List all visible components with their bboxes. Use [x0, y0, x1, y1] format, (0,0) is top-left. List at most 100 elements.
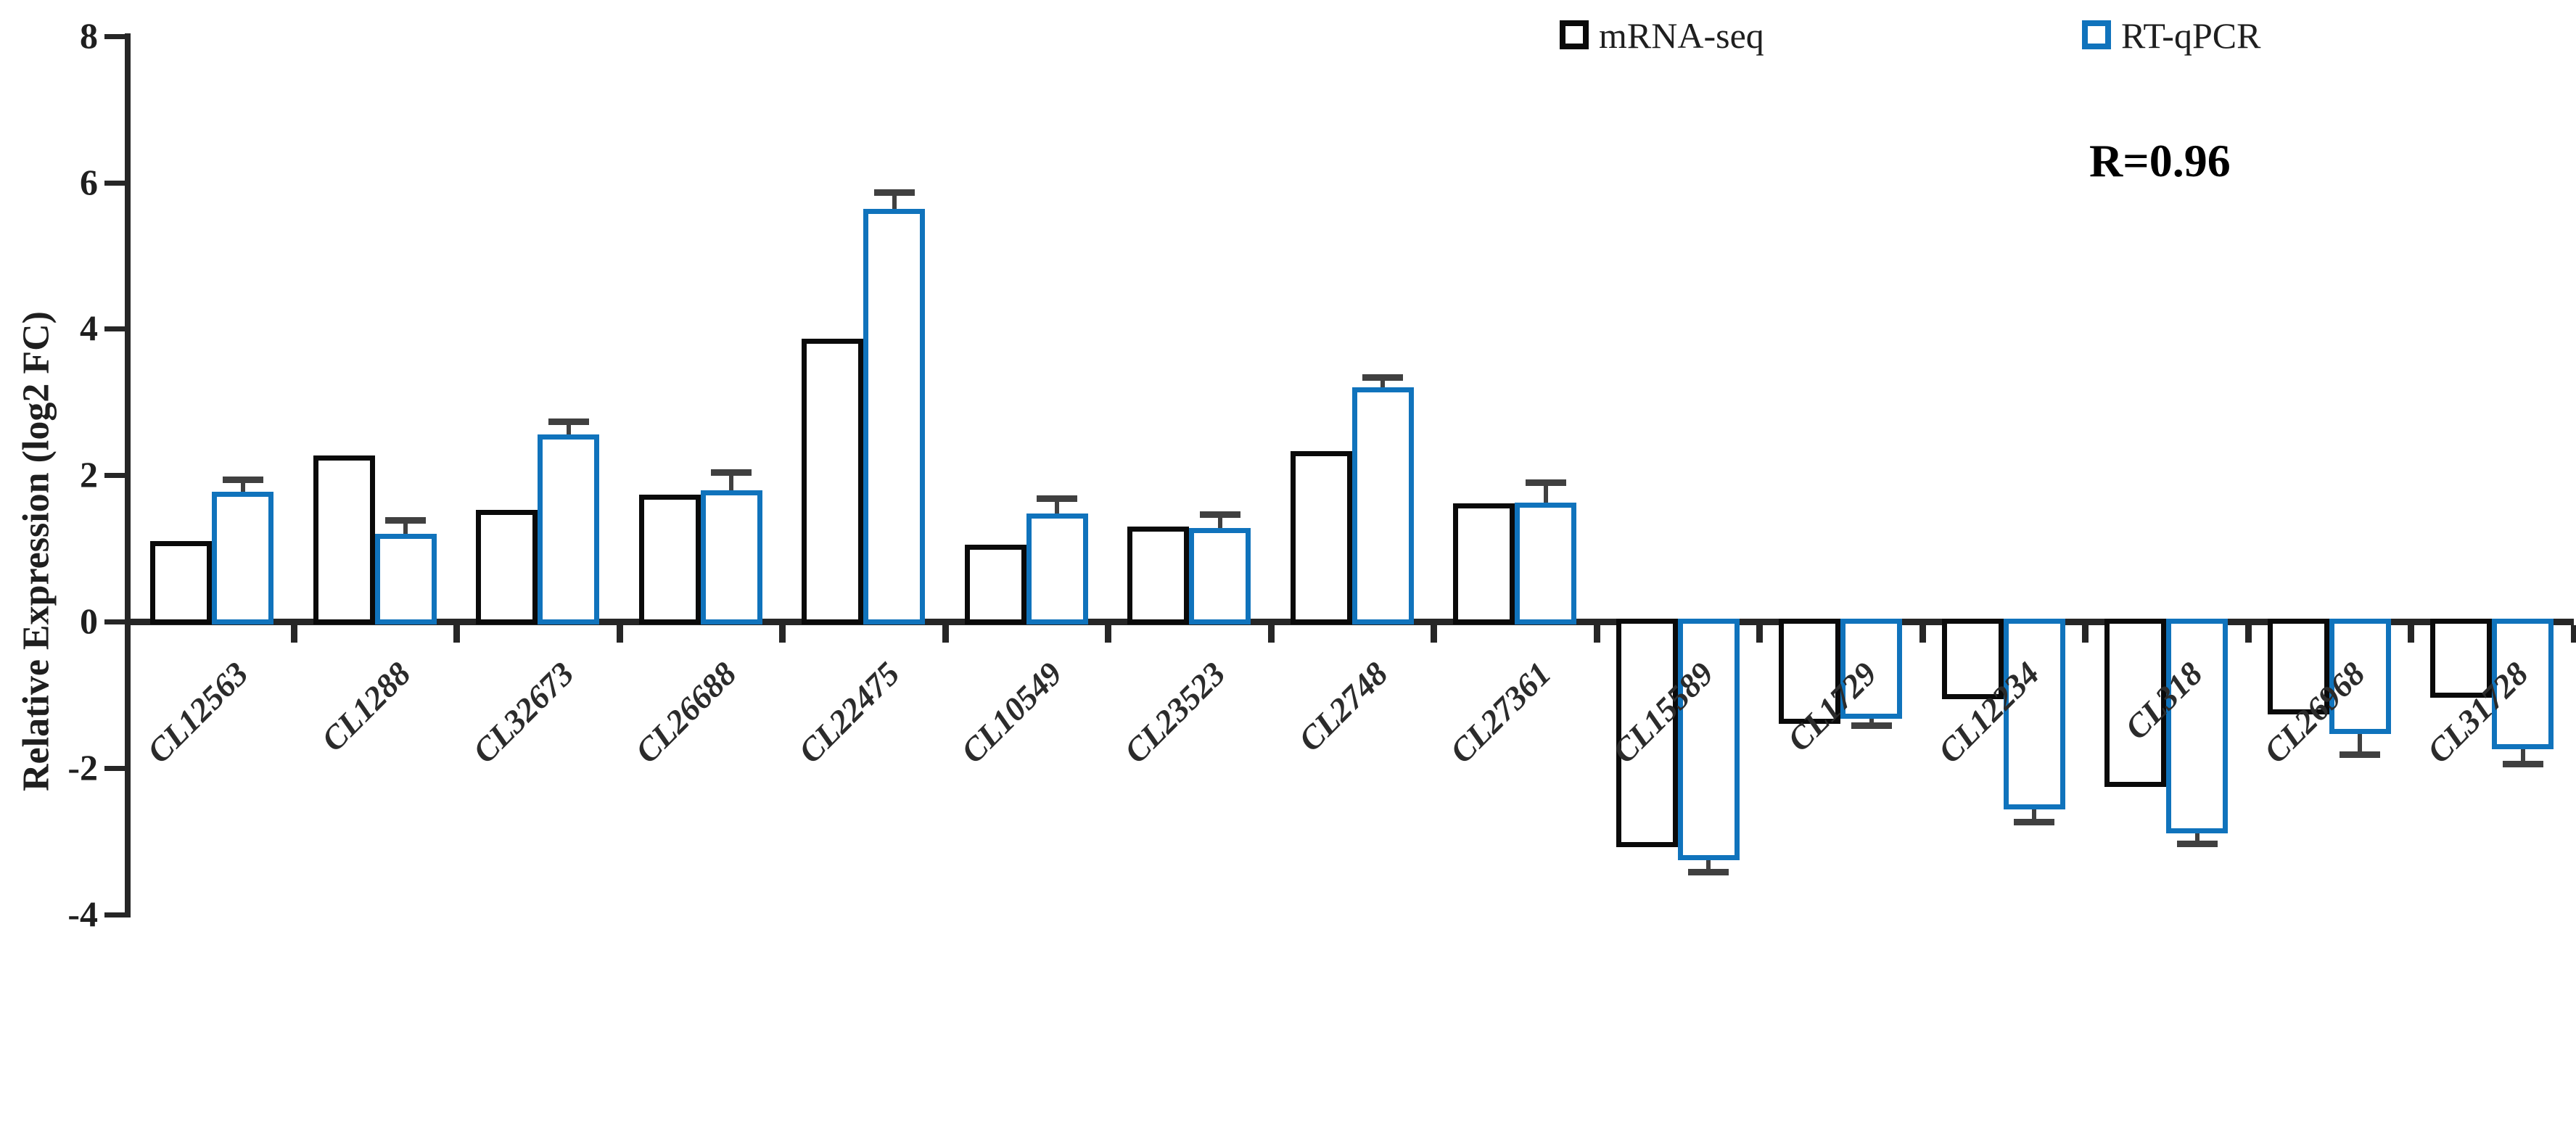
- bar-rt-qpcr-cl26688: [700, 490, 762, 624]
- error-bar-stem: [1380, 381, 1386, 388]
- bar-mrna-seq-cl26968: [2267, 619, 2329, 715]
- x-axis-tick: [1756, 625, 1764, 643]
- error-bar-cap: [548, 418, 589, 425]
- error-bar-stem: [1055, 501, 1060, 514]
- y-axis-tick-label: 6: [80, 161, 98, 202]
- bar-rt-qpcr-cl26968: [2329, 619, 2391, 735]
- x-axis-category-label: CL32673: [465, 654, 581, 770]
- error-bar-cap: [222, 477, 263, 484]
- y-axis-title: Relative Expression (log2 FC): [15, 311, 57, 791]
- bar-rt-qpcr-cl27361: [1515, 502, 1577, 624]
- error-bar-stem: [566, 424, 571, 434]
- error-bar-stem: [1869, 719, 1874, 723]
- error-bar-cap: [1362, 374, 1404, 382]
- error-bar-cap: [2014, 819, 2055, 826]
- x-axis-tick: [2571, 625, 2576, 643]
- x-axis-category-label: CL12563: [139, 654, 255, 770]
- error-bar-cap: [873, 189, 915, 196]
- y-axis-tick: [104, 765, 125, 771]
- bar-mrna-seq-cl31728: [2430, 619, 2493, 698]
- x-axis-category-label: CL23523: [1116, 654, 1233, 770]
- y-axis-tick: [104, 33, 125, 39]
- error-bar-stem: [1706, 859, 1711, 870]
- bar-mrna-seq-cl12563: [150, 541, 212, 624]
- x-axis-category-label: CL2748: [1291, 654, 1395, 759]
- y-axis-tick-label: 4: [80, 308, 98, 349]
- x-axis-tick: [290, 625, 297, 643]
- bar-rt-qpcr-cl22475: [863, 208, 926, 624]
- bar-rt-qpcr-cl10549: [1026, 513, 1088, 624]
- bar-rt-qpcr-cl12563: [212, 492, 273, 624]
- x-axis-tick: [616, 625, 623, 643]
- x-axis-category-label: CL26688: [627, 654, 744, 770]
- error-bar-cap: [711, 469, 752, 477]
- x-axis-tick: [1431, 625, 1438, 643]
- error-bar-stem: [2032, 809, 2037, 820]
- x-axis-category-label: CL27361: [1442, 654, 1558, 770]
- error-bar-cap: [2176, 840, 2218, 847]
- error-bar-stem: [892, 195, 897, 209]
- error-bar-stem: [1217, 517, 1222, 528]
- bar-rt-qpcr-cl1729: [1840, 619, 1903, 719]
- x-axis-category-label: CL1288: [314, 654, 418, 759]
- y-axis-tick-label: 8: [80, 15, 98, 56]
- x-axis-tick: [453, 625, 461, 643]
- bar-rt-qpcr-cl32673: [538, 434, 600, 624]
- error-bar-cap: [1037, 495, 1078, 502]
- error-bar-cap: [1199, 511, 1240, 518]
- y-axis-tick-label: -4: [67, 893, 98, 934]
- x-axis-tick: [1919, 625, 1926, 643]
- y-axis-tick: [104, 326, 125, 332]
- bar-mrna-seq-cl32673: [476, 509, 538, 624]
- bar-mrna-seq-cl12234: [1941, 619, 2004, 699]
- x-axis-tick: [1105, 625, 1112, 643]
- error-bar-cap: [2502, 760, 2543, 767]
- correlation-annotation: R=0.96: [2089, 135, 2231, 186]
- bar-rt-qpcr-cl31728: [2492, 619, 2554, 749]
- bar-mrna-seq-cl26688: [638, 495, 701, 624]
- x-axis-tick: [2408, 625, 2415, 643]
- x-axis-tick: [779, 625, 786, 643]
- bar-rt-qpcr-cl1288: [374, 533, 437, 624]
- bar-rt-qpcr-cl318: [2166, 619, 2229, 833]
- error-bar-cap: [1688, 869, 1729, 876]
- y-axis-tick: [104, 619, 125, 624]
- legend-label: mRNA-seq: [1599, 15, 1764, 56]
- y-axis-tick: [104, 180, 125, 186]
- bar-rt-qpcr-cl12234: [2003, 619, 2065, 810]
- bar-mrna-seq-cl15589: [1616, 619, 1678, 847]
- legend-item-rt-qpcr: RT-qPCR: [2082, 17, 2260, 54]
- error-bar-cap: [385, 516, 427, 524]
- x-axis-tick: [942, 625, 949, 643]
- y-axis-tick-label: 2: [80, 454, 98, 495]
- legend-label: RT-qPCR: [2121, 15, 2261, 56]
- y-axis-line: [125, 33, 131, 917]
- bar-mrna-seq-cl10549: [964, 545, 1026, 624]
- bar-mrna-seq-cl23523: [1127, 526, 1190, 624]
- bar-rt-qpcr-cl2748: [1351, 387, 1414, 624]
- error-bar-cap: [2340, 751, 2381, 758]
- bar-mrna-seq-cl27361: [1453, 503, 1515, 624]
- error-bar-cap: [1525, 479, 1566, 487]
- y-axis-tick: [104, 473, 125, 479]
- x-axis-tick: [2082, 625, 2089, 643]
- x-axis-tick: [2244, 625, 2252, 643]
- bar-mrna-seq-cl2748: [1290, 450, 1352, 624]
- bar-mrna-seq-cl1288: [313, 455, 375, 624]
- error-bar-stem: [240, 483, 245, 492]
- y-axis-tick: [104, 912, 125, 917]
- bar-mrna-seq-cl1729: [1779, 619, 1841, 725]
- legend-item-mrna-seq: mRNA-seq: [1560, 17, 1764, 54]
- bar-rt-qpcr-cl23523: [1189, 527, 1251, 624]
- x-axis-category-label: CL10549: [953, 654, 1069, 770]
- y-axis-tick-label: -2: [67, 746, 98, 788]
- error-bar-stem: [2358, 734, 2363, 751]
- mrna-seq-swatch-icon: [1560, 20, 1589, 49]
- bar-mrna-seq-cl318: [2104, 619, 2167, 788]
- rt-qpcr-swatch-icon: [2082, 20, 2111, 49]
- bar-rt-qpcr-cl15589: [1677, 619, 1740, 860]
- error-bar-stem: [729, 476, 734, 491]
- x-axis-tick: [1593, 625, 1600, 643]
